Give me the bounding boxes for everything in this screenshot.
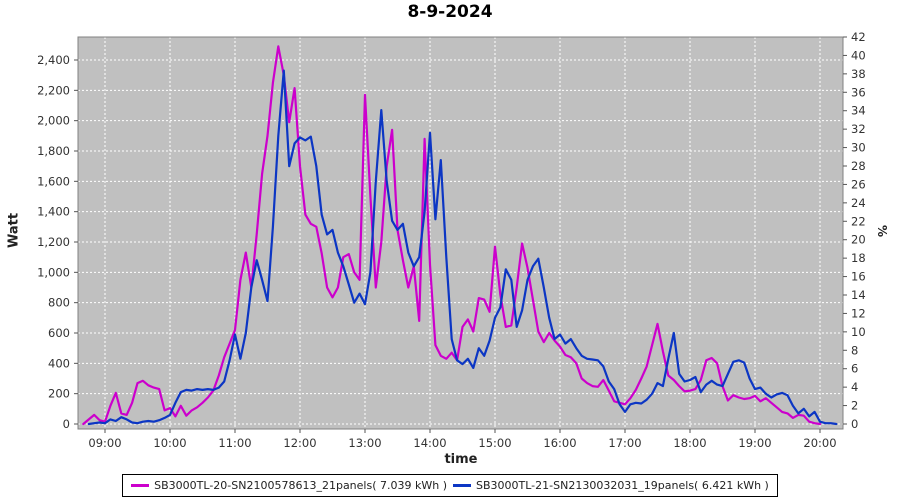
- y-right-tick-label: 8: [851, 343, 858, 357]
- legend-box: SB3000TL-20-SN2100578613_21panels( 7.039…: [122, 474, 778, 497]
- y-right-tick-label: 18: [851, 251, 866, 265]
- y-left-tick-label: 400: [48, 356, 70, 370]
- series1-line: [82, 45, 822, 426]
- x-tick-label: 20:00: [803, 436, 836, 450]
- y-right-tick-label: 40: [851, 48, 866, 62]
- x-tick-label: 09:00: [88, 436, 121, 450]
- series2-label: SB3000TL-21-SN2130032031_19panels( 6.421…: [476, 479, 769, 492]
- y-left-tick-label: 600: [48, 326, 70, 340]
- x-tick-label: 12:00: [283, 436, 316, 450]
- series1-line-swatch: [131, 484, 150, 487]
- y-left-tick-label: 0: [63, 417, 70, 431]
- y-right-tick-label: 38: [851, 67, 866, 81]
- y-left-tick-label: 2,000: [37, 114, 70, 128]
- y-right-tick-label: 34: [851, 104, 866, 118]
- x-tick-label: 14:00: [413, 436, 446, 450]
- y-right-tick-label: 30: [851, 141, 866, 155]
- x-tick-label: 13:00: [348, 436, 381, 450]
- y-right-tick-label: 42: [851, 30, 866, 44]
- y-left-tick-label: 2,200: [37, 83, 70, 97]
- plot-background: [78, 37, 843, 429]
- chart-title: 8-9-2024: [407, 2, 493, 22]
- y-left-tick-label: 1,600: [37, 174, 70, 188]
- x-tick-label: 11:00: [218, 436, 251, 450]
- y-left-tick-label: 1,400: [37, 205, 70, 219]
- y-right-tick-label: 36: [851, 85, 866, 99]
- y-left-tick-label: 800: [48, 296, 70, 310]
- y-right-tick-label: 32: [851, 122, 866, 136]
- y-right-tick-label: 22: [851, 214, 866, 228]
- plot-border: [77, 36, 844, 430]
- series2-line: [87, 69, 838, 426]
- series2-line-swatch: [453, 484, 471, 487]
- y-right-tick-label: 4: [851, 380, 858, 394]
- y-right-tick-label: 12: [851, 306, 866, 320]
- y-left-tick-label: 2,400: [37, 53, 70, 67]
- x-tick-label: 15:00: [478, 436, 511, 450]
- y-left-tick-label: 1,800: [37, 144, 70, 158]
- x-tick-label: 10:00: [153, 436, 186, 450]
- series1-label: SB3000TL-20-SN2100578613_21panels( 7.039…: [154, 479, 447, 492]
- y-right-tick-label: 6: [851, 362, 858, 376]
- legend-item-series1: SB3000TL-20-SN2100578613_21panels( 7.039…: [131, 479, 447, 492]
- x-tick-label: 17:00: [608, 436, 641, 450]
- y-left-tick-label: 1,000: [37, 265, 70, 279]
- x-tick-label: 18:00: [673, 436, 706, 450]
- y-right-tick-label: 10: [851, 325, 866, 339]
- x-tick-label: 16:00: [543, 436, 576, 450]
- y-axis-left-label: Watt: [6, 212, 22, 249]
- y-axis-right-label: %: [875, 224, 889, 238]
- y-right-tick-label: 2: [851, 399, 858, 413]
- y-right-tick-label: 20: [851, 233, 866, 247]
- y-left-tick-label: 200: [48, 387, 70, 401]
- x-axis-label: time: [444, 452, 478, 467]
- legend-item-series2: SB3000TL-21-SN2130032031_19panels( 6.421…: [453, 479, 769, 492]
- y-right-tick-label: 24: [851, 196, 866, 210]
- x-tick-label: 19:00: [738, 436, 771, 450]
- y-left-tick-label: 1,200: [37, 235, 70, 249]
- y-right-tick-label: 14: [851, 288, 866, 302]
- legend: SB3000TL-20-SN2100578613_21panels( 7.039…: [0, 474, 900, 497]
- y-right-tick-label: 16: [851, 270, 866, 284]
- y-right-tick-label: 0: [851, 417, 858, 431]
- y-right-tick-label: 26: [851, 177, 866, 191]
- y-right-tick-label: 28: [851, 159, 866, 173]
